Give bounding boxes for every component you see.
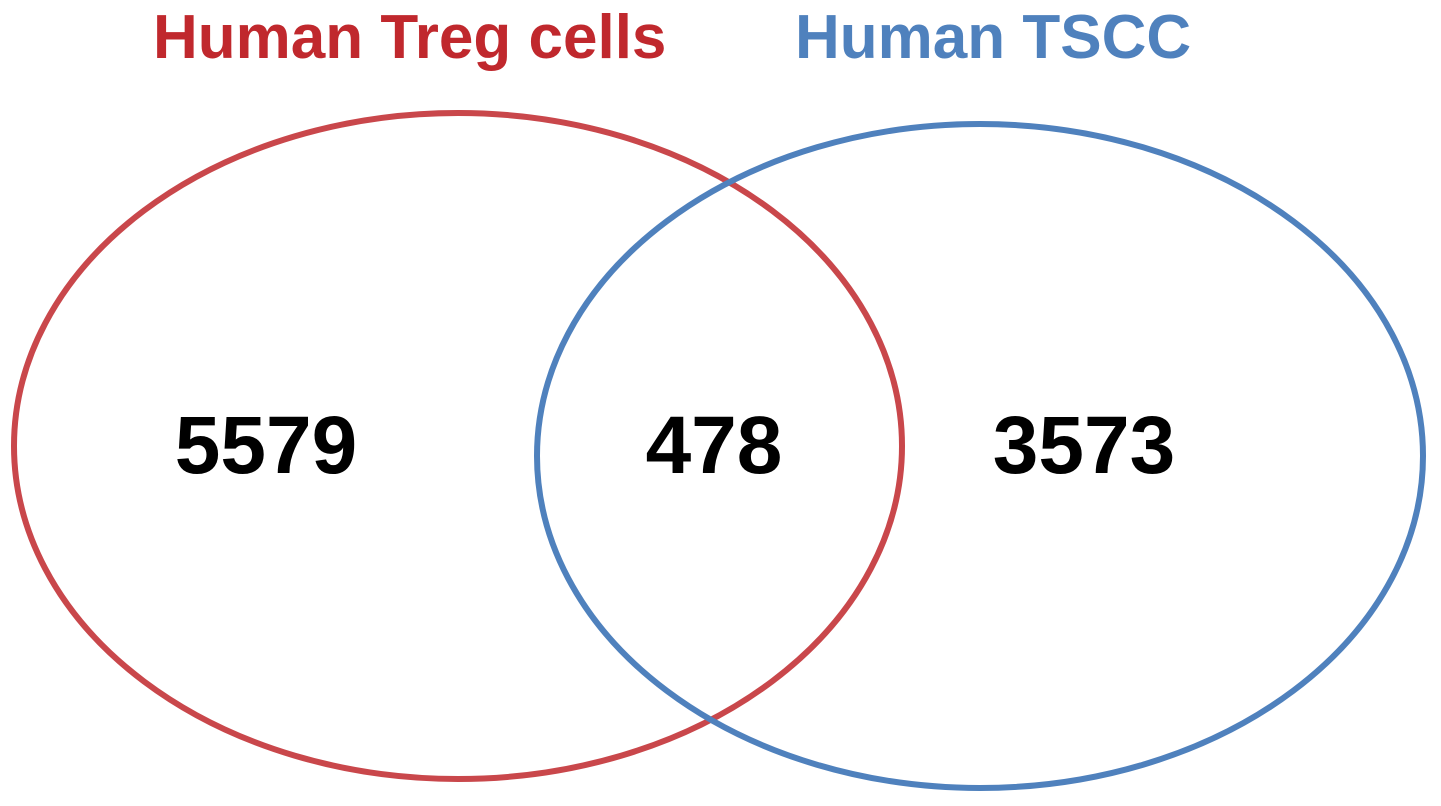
treg-only-count: 5579 — [175, 400, 357, 491]
intersection-count: 478 — [646, 400, 783, 491]
set-title-treg: Human Treg cells — [153, 3, 667, 72]
tscc-set-ellipse — [534, 121, 1426, 791]
treg-set-ellipse — [11, 110, 905, 782]
tscc-only-count: 3573 — [993, 400, 1175, 491]
set-title-tscc: Human TSCC — [795, 3, 1192, 72]
